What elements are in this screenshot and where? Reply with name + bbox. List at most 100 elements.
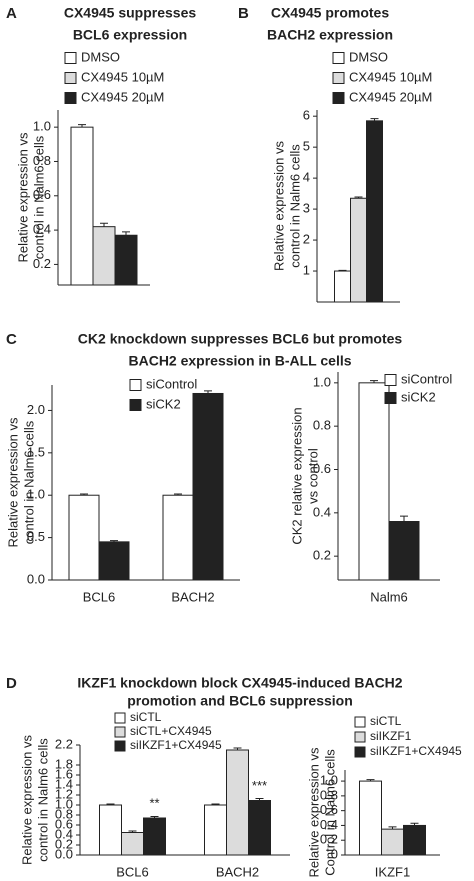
legend-swatch xyxy=(64,72,77,84)
y-tick-label: 0.4 xyxy=(55,826,73,841)
error-bar xyxy=(106,803,115,805)
legend-label: DMSO xyxy=(349,49,388,64)
legend-swatch xyxy=(354,746,366,758)
y-tick-label: 2.0 xyxy=(27,402,45,417)
y-tick-label: 1.5 xyxy=(27,444,45,459)
panel-letter: A xyxy=(6,5,17,22)
y-tick-label: 1.0 xyxy=(33,119,51,134)
y-tick-label: 0.5 xyxy=(27,529,45,544)
bar xyxy=(358,382,390,581)
bar xyxy=(162,494,194,581)
legend-label: siIKZF1+CX4945 xyxy=(130,738,222,752)
y-tick-label: 1.8 xyxy=(55,756,73,771)
panel-title: promotion and BCL6 suppression xyxy=(127,693,353,709)
legend-swatch xyxy=(332,52,345,64)
error-bar xyxy=(204,390,212,394)
y-tick-label: 2 xyxy=(303,232,310,247)
y-tick-label: 0.2 xyxy=(313,548,331,563)
error-bar xyxy=(80,493,88,496)
y-tick-label: 1.0 xyxy=(320,773,338,788)
bar xyxy=(98,541,130,581)
y-axis-label: Relative expression vs xyxy=(19,734,34,865)
legend-swatch xyxy=(384,374,397,386)
legend-swatch xyxy=(114,740,126,752)
panel-title: CX4945 suppresses xyxy=(64,5,197,21)
y-tick-label: 3 xyxy=(303,201,310,216)
y-axis-label: control in Nalm6 cells xyxy=(21,420,36,544)
x-tick-label: BACH2 xyxy=(171,589,214,604)
y-tick-label: 1 xyxy=(303,262,310,277)
panel-title: BACH2 expression xyxy=(267,27,393,43)
x-tick-label: BACH2 xyxy=(216,864,259,879)
panel-title: BCL6 expression xyxy=(73,27,187,43)
bar xyxy=(226,749,249,856)
legend-swatch xyxy=(64,52,77,64)
legend-label: CX4945 10µM xyxy=(349,69,432,84)
error-bar xyxy=(255,798,264,801)
y-axis-label: CK2 relative expression xyxy=(289,407,304,544)
panel-title: CK2 knockdown suppresses BCL6 but promot… xyxy=(78,331,403,347)
bar xyxy=(99,804,122,856)
error-bar xyxy=(400,515,408,522)
legend-label: siIKZF1 xyxy=(370,729,412,743)
y-tick-label: 1.0 xyxy=(27,487,45,502)
panel-letter: D xyxy=(6,675,17,692)
panel-letter: B xyxy=(238,5,249,22)
error-bar xyxy=(122,231,130,236)
y-tick-label: 1.4 xyxy=(55,776,73,791)
y-axis-label: Relative expression vs xyxy=(306,747,321,878)
legend-label: siCTL+CX4945 xyxy=(130,724,212,738)
error-bar xyxy=(370,380,378,383)
legend-swatch xyxy=(129,399,142,411)
legend-label: siCK2 xyxy=(401,389,436,404)
legend-swatch xyxy=(129,379,142,391)
y-tick-label: 0 xyxy=(331,846,338,861)
legend-label: CX4945 20µM xyxy=(81,89,164,104)
y-tick-label: 0.6 xyxy=(313,461,331,476)
bar xyxy=(248,800,271,856)
legend-label: siIKZF1+CX4945 xyxy=(370,744,462,758)
y-tick-label: 0.2 xyxy=(33,256,51,271)
y-tick-label: 0.8 xyxy=(33,153,51,168)
legend-label: siControl xyxy=(401,371,452,386)
legend-label: siCTL xyxy=(370,714,402,728)
y-tick-label: 0.4 xyxy=(33,222,51,237)
legend-swatch xyxy=(64,92,77,104)
error-bar xyxy=(110,540,118,542)
y-tick-label: 0.6 xyxy=(320,802,338,817)
y-tick-label: 5 xyxy=(303,139,310,154)
legend-label: siCK2 xyxy=(146,396,181,411)
legend-swatch xyxy=(354,731,366,743)
error-bar xyxy=(366,779,375,782)
error-bar xyxy=(174,493,182,496)
bar xyxy=(143,817,166,856)
y-tick-label: 0.8 xyxy=(320,787,338,802)
y-axis-label: vs control xyxy=(305,448,320,504)
error-bar xyxy=(128,830,137,833)
y-tick-label: 0.2 xyxy=(55,836,73,851)
legend-swatch xyxy=(332,92,345,104)
y-axis-label: Control in Nalm6 cells xyxy=(322,749,337,876)
error-bar xyxy=(78,124,86,128)
y-tick-label: 1.0 xyxy=(313,374,331,389)
error-bar xyxy=(370,118,379,121)
y-tick-label: 0.4 xyxy=(313,504,331,519)
y-axis-label: Relative expression vs xyxy=(5,417,20,548)
y-tick-label: 0.0 xyxy=(55,846,73,861)
legend-swatch xyxy=(332,72,345,84)
legend-swatch xyxy=(114,712,126,724)
error-bar xyxy=(338,269,347,272)
y-tick-label: 1.6 xyxy=(55,766,73,781)
legend-label: siCTL xyxy=(130,710,162,724)
significance: ** xyxy=(149,795,159,810)
panel-title: IKZF1 knockdown block CX4945-induced BAC… xyxy=(77,675,402,691)
y-axis-label: Relative expression vs xyxy=(271,140,286,271)
y-tick-label: 4 xyxy=(303,170,310,185)
bar xyxy=(388,521,420,581)
y-tick-label: 0.8 xyxy=(313,418,331,433)
y-tick-label: 0.6 xyxy=(33,187,51,202)
y-tick-label: 1.0 xyxy=(55,796,73,811)
x-tick-label: BCL6 xyxy=(83,589,116,604)
error-bar xyxy=(410,822,419,826)
